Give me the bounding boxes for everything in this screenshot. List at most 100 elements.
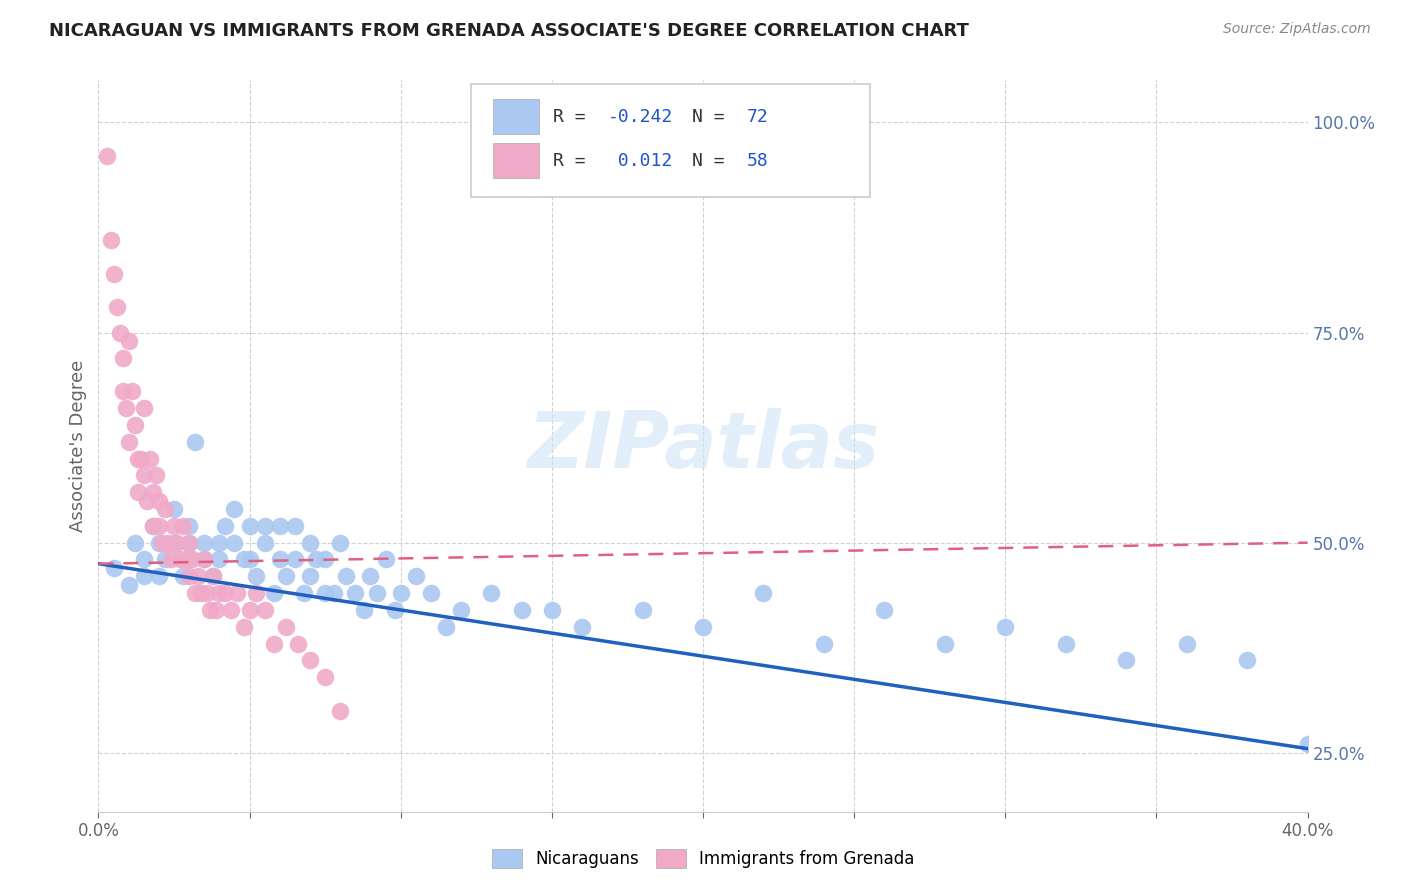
Point	[142, 485, 165, 500]
Point	[360, 569, 382, 583]
Point	[148, 569, 170, 583]
Point	[118, 434, 141, 449]
Point	[179, 569, 201, 583]
Point	[253, 519, 276, 533]
Point	[813, 636, 835, 650]
Point	[114, 401, 136, 416]
Point	[299, 535, 322, 549]
Point	[111, 351, 134, 365]
Point	[299, 653, 322, 667]
Point	[148, 519, 170, 533]
Point	[274, 620, 297, 634]
Text: 58: 58	[747, 152, 768, 169]
Y-axis label: Associate's Degree: Associate's Degree	[69, 359, 87, 533]
Point	[692, 620, 714, 634]
Point	[184, 586, 207, 600]
Text: ZIPatlas: ZIPatlas	[527, 408, 879, 484]
Point	[510, 603, 533, 617]
Point	[150, 535, 173, 549]
Point	[253, 535, 276, 549]
Point	[166, 535, 188, 549]
Text: R =: R =	[553, 152, 596, 169]
Bar	[492, 99, 538, 135]
Point	[153, 502, 176, 516]
Point	[124, 417, 146, 432]
Point	[239, 603, 262, 617]
Point	[156, 535, 179, 549]
Point	[108, 326, 131, 340]
Point	[314, 586, 336, 600]
Point	[200, 603, 222, 617]
Text: Source: ZipAtlas.com: Source: ZipAtlas.com	[1223, 22, 1371, 37]
Point	[214, 519, 236, 533]
Point	[384, 603, 406, 617]
Point	[287, 636, 309, 650]
Point	[263, 636, 285, 650]
Text: 0.012: 0.012	[607, 152, 672, 169]
Point	[221, 603, 243, 617]
Point	[571, 620, 593, 634]
Point	[135, 493, 157, 508]
Point	[163, 502, 186, 516]
Point	[163, 519, 186, 533]
Point	[239, 552, 262, 566]
Point	[232, 552, 254, 566]
Text: NICARAGUAN VS IMMIGRANTS FROM GRENADA ASSOCIATE'S DEGREE CORRELATION CHART: NICARAGUAN VS IMMIGRANTS FROM GRENADA AS…	[49, 22, 969, 40]
Text: -0.242: -0.242	[607, 108, 672, 126]
Point	[169, 552, 191, 566]
Text: N =: N =	[692, 108, 735, 126]
Point	[1236, 653, 1258, 667]
Point	[540, 603, 562, 617]
Point	[208, 535, 231, 549]
Point	[305, 552, 328, 566]
Point	[752, 586, 775, 600]
Point	[994, 620, 1017, 634]
Point	[934, 636, 956, 650]
Point	[481, 586, 503, 600]
Point	[187, 569, 209, 583]
Point	[239, 519, 262, 533]
Point	[132, 552, 155, 566]
Point	[142, 519, 165, 533]
Point	[193, 535, 215, 549]
Point	[224, 502, 246, 516]
Point	[96, 149, 118, 163]
Point	[284, 552, 307, 566]
Point	[450, 603, 472, 617]
Point	[172, 519, 194, 533]
Point	[245, 586, 267, 600]
Point	[124, 535, 146, 549]
Point	[1054, 636, 1077, 650]
Point	[121, 384, 143, 399]
Point	[314, 552, 336, 566]
Point	[172, 569, 194, 583]
Point	[163, 535, 186, 549]
Point	[208, 552, 231, 566]
Point	[105, 300, 128, 314]
Point	[127, 451, 149, 466]
Point	[226, 586, 249, 600]
Point	[314, 670, 336, 684]
Bar	[492, 144, 538, 178]
Point	[1175, 636, 1198, 650]
Point	[274, 569, 297, 583]
Point	[179, 535, 201, 549]
Point	[269, 552, 291, 566]
Point	[118, 578, 141, 592]
Point	[292, 586, 315, 600]
Point	[160, 552, 183, 566]
Point	[389, 586, 412, 600]
Point	[111, 384, 134, 399]
Point	[153, 552, 176, 566]
FancyBboxPatch shape	[471, 84, 870, 197]
Point	[329, 535, 352, 549]
Point	[129, 451, 152, 466]
Point	[195, 586, 218, 600]
Point	[353, 603, 375, 617]
Point	[132, 401, 155, 416]
Point	[1296, 738, 1319, 752]
Point	[139, 451, 162, 466]
Point	[205, 603, 228, 617]
Point	[100, 233, 122, 247]
Point	[179, 535, 201, 549]
